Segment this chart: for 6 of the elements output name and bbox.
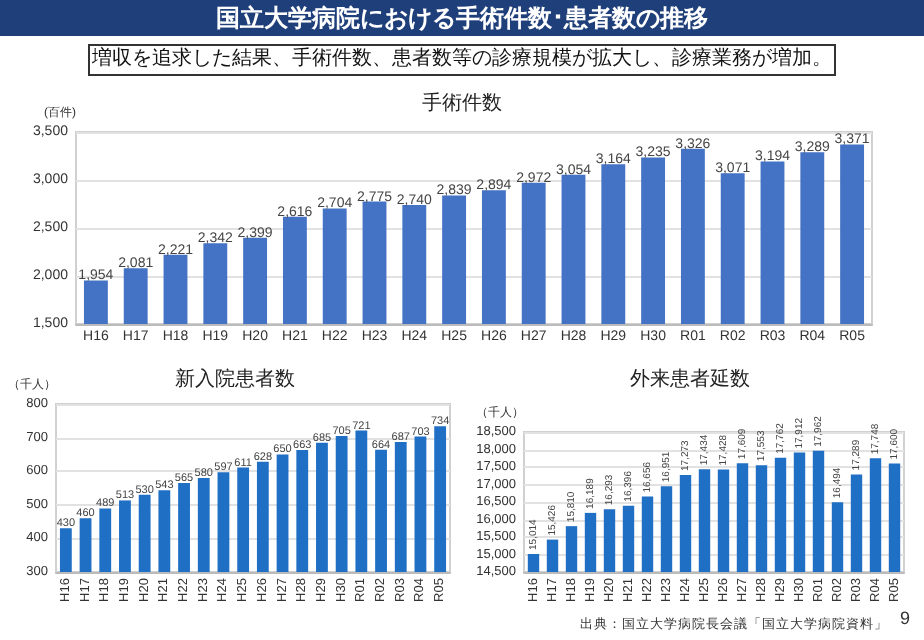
text: 9 [900, 608, 911, 628]
chart-title: 手術件数 [422, 91, 502, 115]
chart-title: 新入院患者数 [175, 367, 295, 391]
text: 増収を追求した結果、手術件数、患者数等の診療規模が拡大し、診療業務が増加。 [88, 44, 836, 76]
text: 国立大学病院における手術件数･患者数の推移 [0, 0, 924, 36]
chart-title: 外来患者延数 [630, 367, 750, 391]
